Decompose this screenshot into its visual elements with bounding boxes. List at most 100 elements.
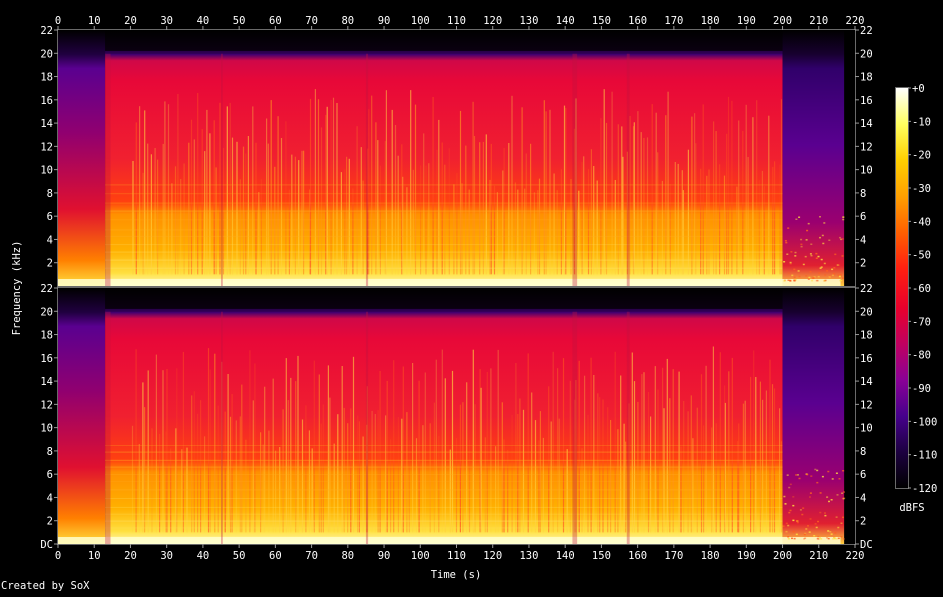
y-tick-label-left: 10 <box>40 423 53 435</box>
quiet-intro <box>58 30 106 286</box>
x-tick-label-bottom: 130 <box>519 550 538 562</box>
x-tick-label-bottom: 180 <box>701 550 720 562</box>
y-tick-label-left: 12 <box>40 399 53 411</box>
x-tick-label-top: 140 <box>556 15 575 27</box>
tail-sparkles <box>783 216 845 282</box>
y-tick-label-left: 20 <box>40 48 53 60</box>
y-axis-label: Frequency (kHz) <box>11 241 23 336</box>
y-tick-label-right: 14 <box>860 118 873 130</box>
y-tick-label-left: 16 <box>40 353 53 365</box>
tail-sparkles <box>782 468 846 540</box>
x-tick-label-top: 100 <box>411 15 430 27</box>
credit-text: Created by SoX <box>1 580 90 592</box>
y-tick-label-right: 4 <box>860 234 866 246</box>
y-tick-label-left: 6 <box>47 211 53 223</box>
y-tick-label-left: 4 <box>47 492 53 504</box>
x-tick-label-bottom: 200 <box>773 550 792 562</box>
y-tick-label-right: 4 <box>860 492 866 504</box>
x-tick-label-top: 210 <box>809 15 828 27</box>
section-gap <box>221 311 223 544</box>
colorbar-tick-label: +0 <box>912 83 925 95</box>
y-tick-label-right: 20 <box>860 48 873 60</box>
transient-streaks <box>131 346 783 533</box>
colorbar-label: dBFS <box>899 502 924 514</box>
y-tick-label-left: 14 <box>40 376 53 388</box>
y-tick-label-left: 18 <box>40 330 53 342</box>
x-tick-label-bottom: 60 <box>269 550 282 562</box>
x-tick-label-top: 220 <box>846 15 865 27</box>
section-gap <box>221 53 223 286</box>
lowpass-cutoff-edge <box>105 308 783 312</box>
y-tick-label-left: 16 <box>40 95 53 107</box>
y-tick-label-left: 10 <box>40 165 53 177</box>
x-tick-label-bottom: 210 <box>809 550 828 562</box>
x-tick-label-top: 180 <box>701 15 720 27</box>
colorbar-tick-label: -100 <box>912 416 937 428</box>
x-tick-label-top: 50 <box>233 15 246 27</box>
x-tick-label-top: 150 <box>592 15 611 27</box>
section-gap <box>365 311 369 544</box>
y-tick-label-left: 8 <box>47 188 53 200</box>
x-tick-label-bottom: 40 <box>197 550 210 562</box>
x-tick-label-top: 40 <box>197 15 210 27</box>
y-tick-label-right: 2 <box>860 516 866 528</box>
x-tick-label-top: 0 <box>55 15 61 27</box>
y-tick-label-right: 12 <box>860 399 873 411</box>
y-tick-label-left: 2 <box>47 258 53 270</box>
x-tick-label-bottom: 120 <box>483 550 502 562</box>
section-gap <box>105 311 111 544</box>
colorbar-tick-label: -30 <box>912 183 931 195</box>
y-tick-label-right: 6 <box>860 211 866 223</box>
x-tick-label-top: 110 <box>447 15 466 27</box>
x-tick-label-bottom: 50 <box>233 550 246 562</box>
y-tick-label-left: 20 <box>40 306 53 318</box>
y-tick-label-left: 4 <box>47 234 53 246</box>
colorbar-tick-label: -70 <box>912 316 931 328</box>
channel-panels <box>58 30 855 544</box>
x-tick-label-bottom: 110 <box>447 550 466 562</box>
x-tick-label-bottom: 20 <box>124 550 137 562</box>
colorbar-tick-label: -80 <box>912 350 931 362</box>
quiet-intro <box>58 288 106 544</box>
low-freq-band <box>58 279 841 286</box>
x-tick-label-bottom: 70 <box>305 550 318 562</box>
x-tick-label-bottom: 150 <box>592 550 611 562</box>
colorbar-tick-label: -90 <box>912 383 931 395</box>
y-tick-label-right: 10 <box>860 423 873 435</box>
x-tick-label-top: 160 <box>628 15 647 27</box>
y-tick-label-right: 16 <box>860 95 873 107</box>
y-tick-label-right: 2 <box>860 258 866 270</box>
x-tick-label-bottom: 140 <box>556 550 575 562</box>
colorbar-tick-label: -110 <box>912 450 937 462</box>
y-tick-label-right: 18 <box>860 330 873 342</box>
x-tick-label-bottom: 100 <box>411 550 430 562</box>
channel-2-spectrogram <box>58 288 855 544</box>
y-tick-label-right: 10 <box>860 165 873 177</box>
x-tick-label-top: 90 <box>378 15 391 27</box>
x-tick-label-top: 20 <box>124 15 137 27</box>
section-gap <box>365 53 369 286</box>
y-tick-label-right: 22 <box>860 283 873 295</box>
section-gap <box>626 311 630 544</box>
music-body <box>105 30 783 286</box>
x-tick-label-top: 70 <box>305 15 318 27</box>
y-tick-label-left: DC <box>40 539 53 551</box>
x-axis-label: Time (s) <box>431 569 482 581</box>
colorbar-tick-label: -40 <box>912 216 931 228</box>
colorbar-tick-label: -60 <box>912 283 931 295</box>
y-tick-label-right: 14 <box>860 376 873 388</box>
harmonic-lines <box>105 445 783 536</box>
x-tick-label-bottom: 160 <box>628 550 647 562</box>
y-tick-label-right: 8 <box>860 188 866 200</box>
lowpass-cutoff-edge <box>105 50 783 54</box>
y-tick-label-right: 6 <box>860 469 866 481</box>
y-tick-label-right: 18 <box>860 72 873 84</box>
section-gap <box>105 53 111 286</box>
x-tick-label-bottom: 0 <box>55 550 61 562</box>
low-freq-band <box>58 537 841 544</box>
x-tick-label-top: 80 <box>341 15 354 27</box>
channel-1-spectrogram <box>58 30 855 286</box>
